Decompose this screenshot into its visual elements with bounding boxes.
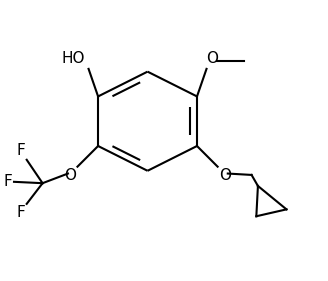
- Text: O: O: [64, 168, 76, 183]
- Text: F: F: [16, 205, 25, 220]
- Text: HO: HO: [62, 51, 85, 66]
- Text: O: O: [219, 168, 231, 183]
- Text: F: F: [4, 174, 12, 189]
- Text: O: O: [207, 51, 218, 66]
- Text: F: F: [16, 143, 25, 158]
